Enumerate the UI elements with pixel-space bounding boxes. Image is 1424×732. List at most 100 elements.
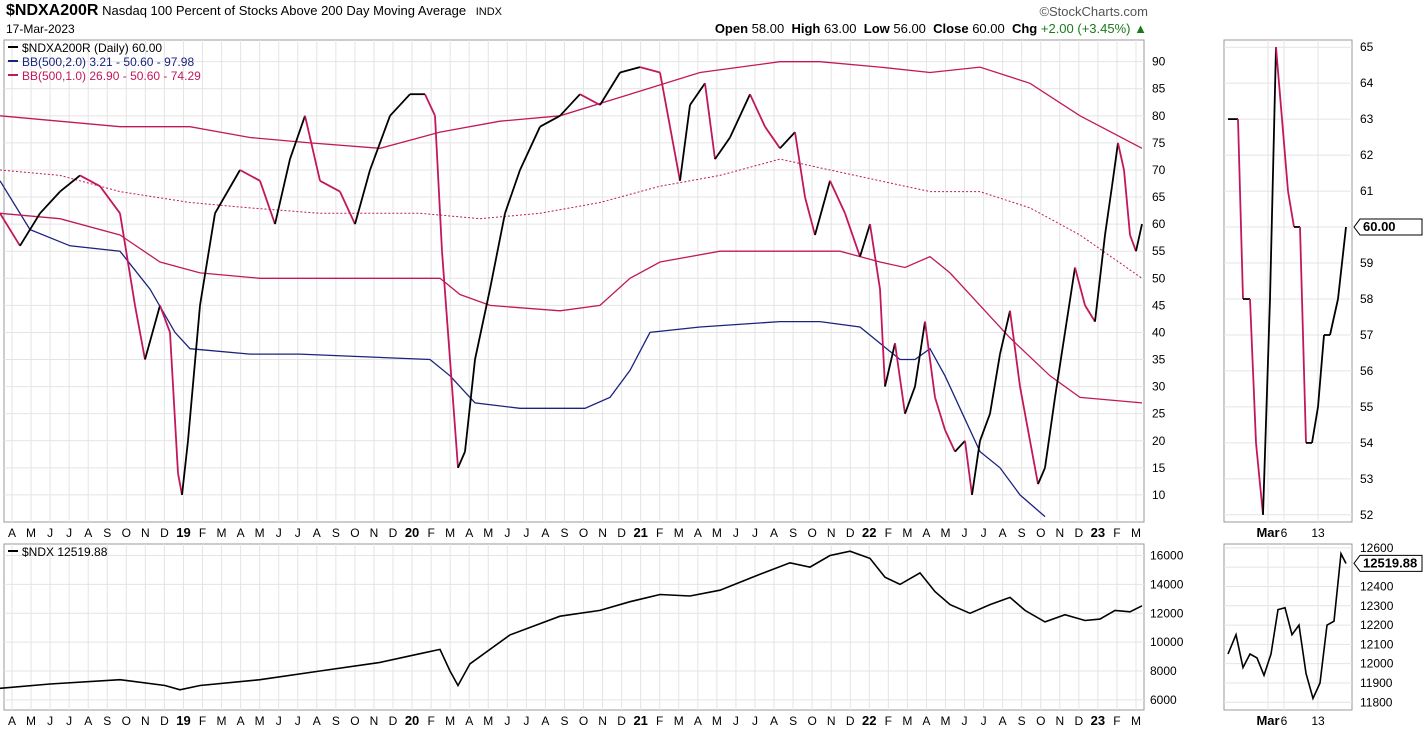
zoom-price-line-segment — [1281, 119, 1289, 192]
y-tick-label: 52 — [1360, 508, 1374, 522]
x-tick-label: J — [276, 714, 282, 728]
y-tick-label: 54 — [1360, 436, 1374, 450]
price-line-segment — [879, 289, 886, 387]
price-line-segment — [1064, 267, 1076, 333]
price-line-segment — [1009, 310, 1021, 387]
zoom-ndx-panel-frame — [1223, 543, 1353, 711]
zoom-price-line-segment — [1311, 406, 1319, 444]
price-line-segment — [187, 305, 201, 441]
y-tick-label: 12400 — [1360, 579, 1394, 593]
low-value: 56.00 — [893, 21, 926, 36]
x-tick-label: M — [902, 714, 912, 728]
price-line-segment — [441, 251, 451, 360]
x-tick-label: S — [332, 714, 340, 728]
x-tick-label: N — [370, 526, 379, 540]
zoom-price-line-segment — [1299, 226, 1307, 443]
y-tick-label: 57 — [1360, 328, 1374, 342]
up-arrow-icon: ▲ — [1134, 21, 1147, 36]
legend-bb1-swatch — [8, 74, 18, 76]
price-line-segment — [639, 66, 661, 74]
price-line-segment — [869, 223, 881, 290]
x-tick-label: N — [827, 714, 836, 728]
y-tick-label: 40 — [1152, 325, 1166, 339]
high-label: High — [791, 21, 821, 36]
price-line-segment — [134, 305, 146, 360]
zoom-price-line-segment — [1287, 190, 1295, 228]
x-tick-label: D — [846, 526, 855, 540]
y-tick-label: 64 — [1360, 76, 1374, 90]
close-label: Close — [933, 21, 969, 36]
bb1-upper-line — [0, 61, 1143, 149]
price-line-segment — [1044, 397, 1056, 468]
brand-logo[interactable]: ©StockCharts.com — [1039, 4, 1148, 19]
price-line-segment — [999, 310, 1011, 355]
price-line-segment — [304, 115, 321, 182]
svg-text:60.00: 60.00 — [1363, 219, 1396, 234]
x-tick-label: J — [962, 526, 968, 540]
zoom-price-line-segment — [1255, 442, 1264, 515]
x-tick-label: 13 — [1311, 714, 1325, 728]
x-tick-label: 20 — [405, 713, 419, 728]
y-tick-label: 6000 — [1150, 693, 1177, 707]
x-tick-label: M — [674, 526, 684, 540]
close-value: 60.00 — [972, 21, 1005, 36]
x-tick-label: A — [313, 714, 321, 728]
x-tick-label: O — [122, 526, 131, 540]
x-tick-label: M — [940, 526, 950, 540]
price-line-segment — [1123, 169, 1131, 236]
y-tick-label: 56 — [1360, 364, 1374, 378]
x-tick-label: M — [26, 526, 36, 540]
price-line-segment — [389, 93, 411, 117]
x-tick-label: J — [981, 714, 987, 728]
x-tick-label: F — [885, 714, 892, 728]
legend-lower-swatch — [8, 550, 18, 552]
price-line-segment — [519, 126, 541, 171]
y-tick-label: 63 — [1360, 112, 1374, 126]
x-tick-label: O — [122, 714, 131, 728]
chart-header: $NDXA200R Nasdaq 100 Percent of Stocks A… — [6, 2, 502, 20]
x-tick-label: D — [1075, 714, 1084, 728]
price-line-segment — [434, 115, 443, 252]
y-tick-label: 14000 — [1150, 577, 1184, 591]
price-line-segment — [79, 174, 101, 187]
y-tick-label: 11800 — [1360, 695, 1393, 709]
price-line-segment — [814, 180, 831, 236]
x-tick-label: M — [255, 714, 265, 728]
y-tick-label: 35 — [1152, 353, 1166, 367]
y-tick-label: 8000 — [1150, 664, 1177, 678]
x-tick-label: F — [656, 526, 663, 540]
y-tick-label: 11900 — [1360, 676, 1393, 690]
price-line-segment — [619, 66, 641, 74]
price-line-segment — [679, 104, 691, 181]
x-tick-label: S — [560, 526, 568, 540]
x-tick-label: A — [922, 714, 930, 728]
y-tick-label: 12200 — [1360, 618, 1394, 632]
x-tick-label: D — [617, 526, 626, 540]
legend-main-swatch — [8, 46, 18, 48]
x-tick-label: D — [846, 714, 855, 728]
zoom-price-line-segment — [1269, 47, 1277, 300]
y-tick-label: 60 — [1152, 217, 1166, 231]
price-line-segment — [1029, 440, 1039, 485]
y-tick-label: 55 — [1152, 244, 1166, 258]
zoom-price-line-segment — [1237, 119, 1244, 300]
x-tick-label: 21 — [633, 713, 647, 728]
x-tick-label: Mar — [1256, 525, 1279, 540]
x-tick-label: F — [885, 526, 892, 540]
description: Nasdaq 100 Percent of Stocks Above 200 D… — [102, 3, 467, 18]
zoom-main-panel-frame — [1223, 39, 1353, 523]
zoom-price-line-segment — [1337, 226, 1347, 300]
y-tick-label: 85 — [1152, 82, 1166, 96]
x-tick-label: A — [770, 714, 778, 728]
x-tick-label: N — [141, 526, 150, 540]
x-tick-label: J — [295, 714, 301, 728]
price-line-segment — [119, 213, 136, 306]
x-tick-label: 19 — [176, 525, 190, 540]
price-line-segment — [259, 180, 276, 225]
price-line-segment — [729, 93, 751, 138]
x-tick-label: A — [465, 714, 473, 728]
y-tick-label: 50 — [1152, 271, 1166, 285]
x-tick-label: N — [598, 714, 607, 728]
price-line-segment — [214, 169, 241, 214]
